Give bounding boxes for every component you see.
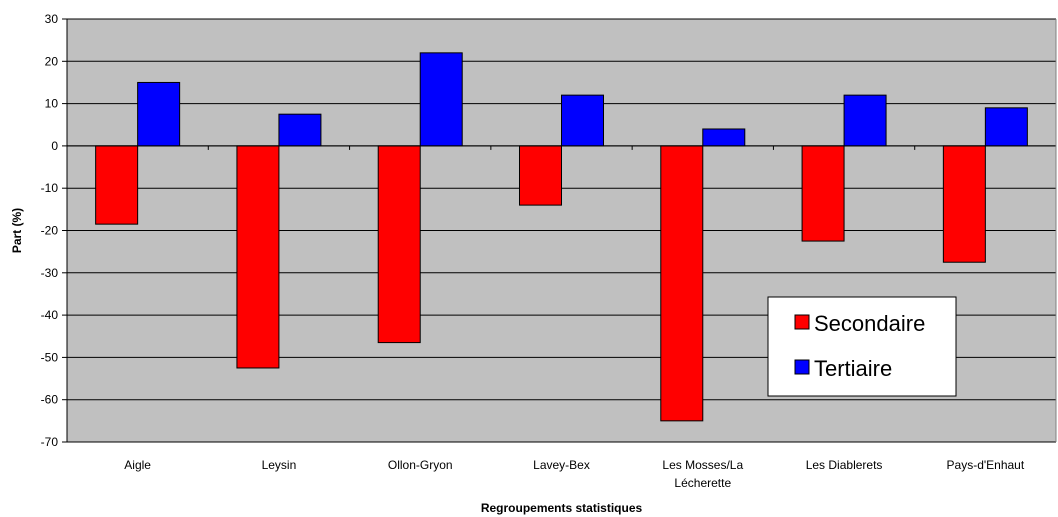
- y-tick-label: 20: [45, 54, 59, 68]
- legend-box: [767, 296, 957, 397]
- x-tick-label: Aigle: [124, 458, 151, 472]
- x-axis-title: Regroupements statistiques: [481, 501, 643, 515]
- legend-label-tertiaire: Tertiaire: [814, 356, 892, 381]
- bar-secondaire-2: [377, 145, 421, 344]
- bar-secondaire-3: [519, 145, 562, 206]
- x-tick-label: Pays-d'Enhaut: [947, 458, 1025, 472]
- y-tick-label: 0: [51, 139, 58, 153]
- bar-secondaire-5: [801, 145, 845, 242]
- x-tick-label: Leysin: [262, 458, 297, 472]
- y-tick-label: -30: [41, 266, 59, 280]
- bar-tertiaire-5: [843, 94, 887, 147]
- bar-tertiaire-6: [984, 107, 1028, 147]
- x-tick-label: Lécherette: [674, 476, 731, 490]
- bar-tertiaire-1: [278, 113, 322, 147]
- bar-secondaire-1: [236, 145, 280, 369]
- legend-label-secondaire: Secondaire: [814, 311, 925, 336]
- y-tick-label: 10: [45, 97, 59, 111]
- bar-tertiaire-3: [561, 94, 604, 147]
- y-tick-label: 30: [45, 12, 59, 26]
- y-tick-label: -10: [41, 181, 59, 195]
- y-tick-label: -60: [41, 393, 59, 407]
- x-tick-label: Les Diablerets: [806, 458, 883, 472]
- legend-swatch-secondaire: [794, 314, 810, 330]
- bar-secondaire-0: [95, 145, 139, 225]
- bar-tertiaire-0: [137, 81, 181, 147]
- y-tick-label: -50: [41, 350, 59, 364]
- y-tick-label: -20: [41, 224, 59, 238]
- x-tick-label: Les Mosses/La: [662, 458, 743, 472]
- x-tick-label: Ollon-Gryon: [388, 458, 453, 472]
- y-tick-label: -40: [41, 308, 59, 322]
- y-tick-label: -70: [41, 435, 59, 449]
- bar-secondaire-6: [942, 145, 986, 263]
- legend-swatch-tertiaire: [794, 359, 810, 375]
- x-tick-label: Lavey-Bex: [533, 458, 590, 472]
- bar-secondaire-4: [660, 145, 704, 422]
- bar-tertiaire-2: [419, 52, 463, 147]
- y-axis-title: Part (%): [10, 208, 24, 253]
- bar-tertiaire-4: [702, 128, 746, 147]
